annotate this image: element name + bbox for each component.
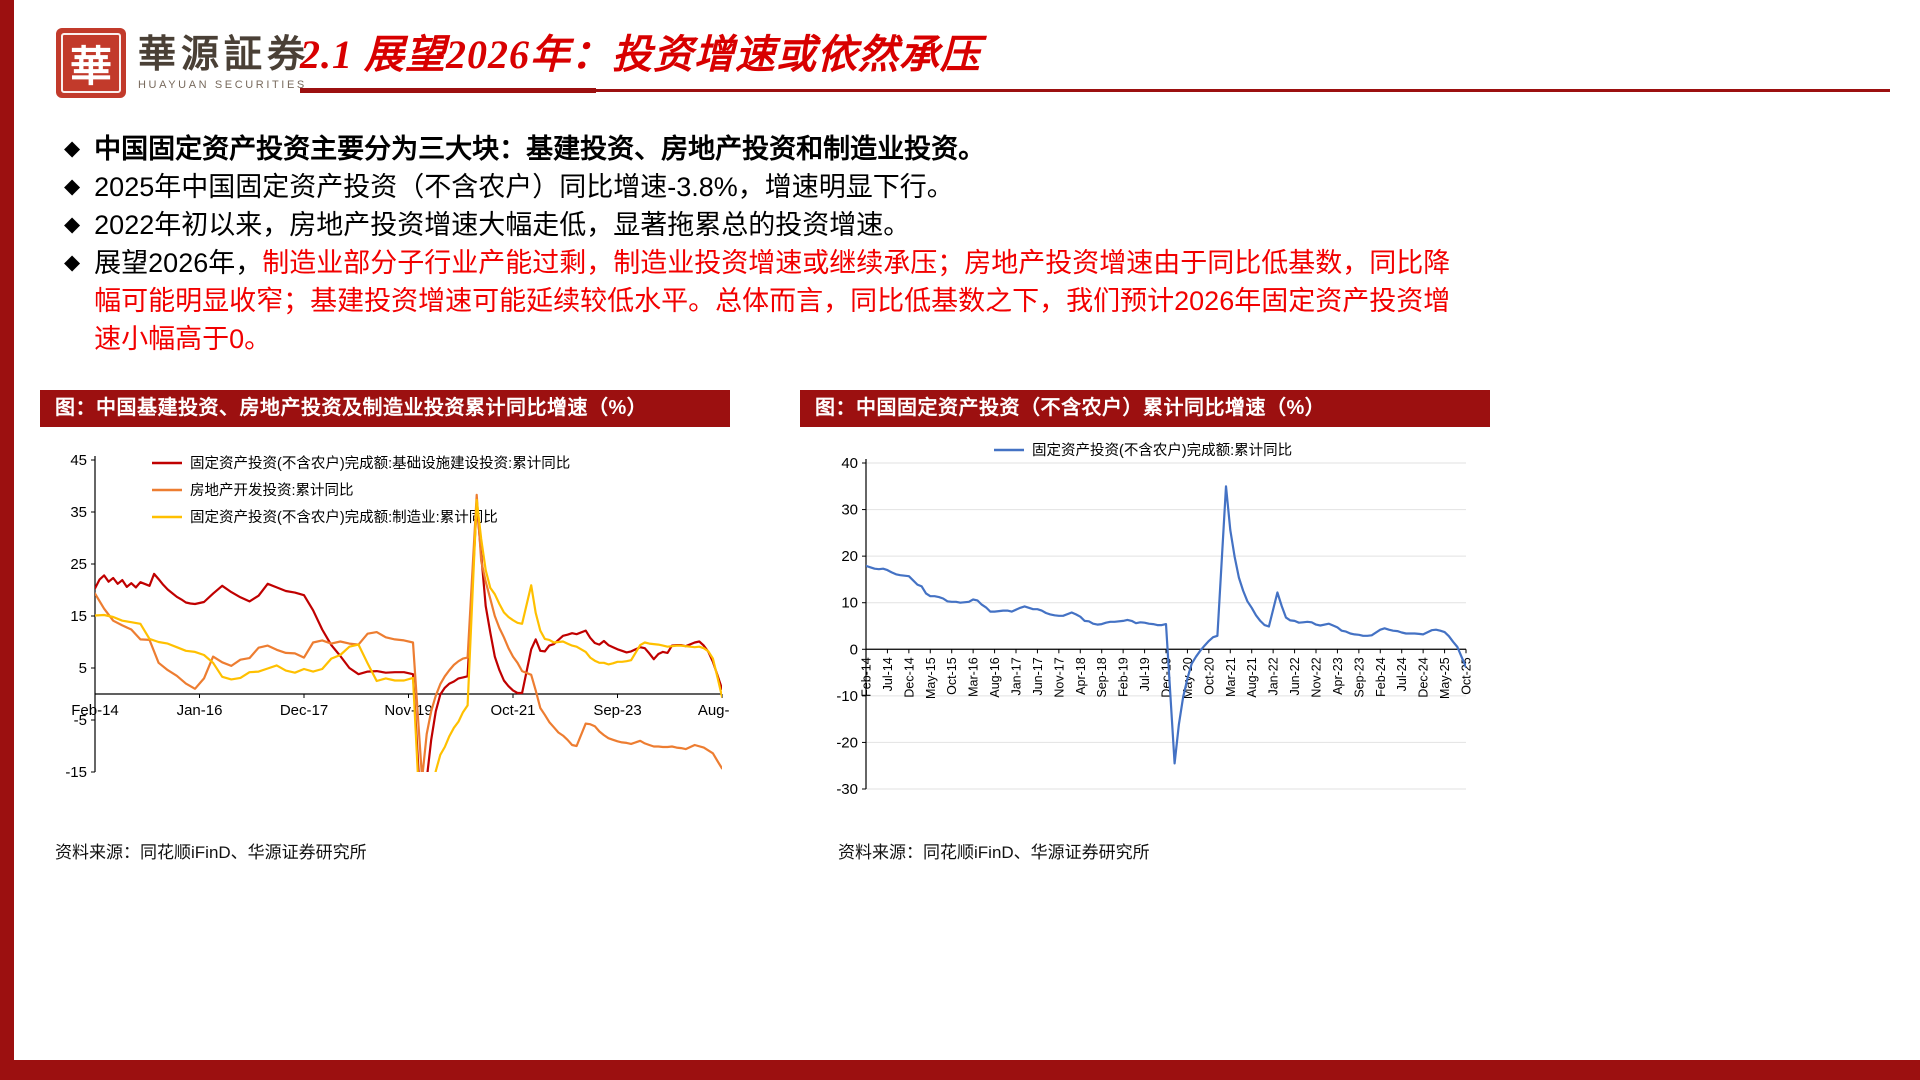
bullet-item: ◆ 展望2026年，制造业部分子行业产能过剩，制造业投资增速或继续承压；房地产投资… [64, 244, 1466, 358]
title-block: 2.1 展望2026年：投资增速或依然承压 [300, 26, 1890, 94]
svg-text:-5: -5 [74, 712, 87, 729]
svg-text:-20: -20 [836, 734, 858, 751]
svg-text:Feb-24: Feb-24 [1374, 657, 1388, 697]
svg-text:Mar-21: Mar-21 [1224, 657, 1238, 697]
svg-text:Oct-21: Oct-21 [490, 702, 535, 719]
svg-text:固定资产投资(不含农户)完成额:累计同比: 固定资产投资(不含农户)完成额:累计同比 [1032, 442, 1292, 459]
bullet-item: ◆ 2025年中国固定资产投资（不含农户）同比增速-3.8%，增速明显下行。 [64, 168, 1466, 206]
svg-text:Dec-19: Dec-19 [1160, 657, 1174, 697]
svg-text:Nov-19: Nov-19 [384, 702, 432, 719]
svg-text:固定资产投资(不含农户)完成额:制造业:累计同比: 固定资产投资(不含农户)完成额:制造业:累计同比 [190, 509, 498, 526]
diamond-bullet-icon: ◆ [64, 213, 81, 236]
header: 華 華源証券 HUAYUAN SECURITIES 2.1 展望2026年：投资… [52, 26, 1890, 116]
svg-text:Dec-14: Dec-14 [902, 657, 916, 697]
svg-text:Aug-21: Aug-21 [1245, 657, 1259, 697]
svg-text:40: 40 [841, 455, 858, 472]
svg-text:0: 0 [850, 641, 858, 658]
diamond-bullet-icon: ◆ [64, 251, 81, 274]
svg-text:Nov-17: Nov-17 [1052, 657, 1066, 697]
bullet-item: ◆ 中国固定资产投资主要分为三大块：基建投资、房地产投资和制造业投资。 [64, 130, 1466, 168]
bullet-text-segment: 中国固定资产投资主要分为三大块：基建投资、房地产投资和制造业投资。 [94, 134, 986, 164]
logo-text: 華源証券 HUAYUAN SECURITIES [138, 33, 311, 92]
svg-text:10: 10 [841, 595, 858, 612]
source-note-fai-total: 资料来源：同花顺iFinD、华源证券研究所 [838, 843, 1150, 862]
svg-text:25: 25 [70, 556, 87, 573]
svg-text:May-25: May-25 [1438, 657, 1452, 699]
chart-banner-fai-total: 图：中国固定资产投资（不含农户）累计同比增速（%） [800, 390, 1490, 427]
svg-text:Feb-14: Feb-14 [860, 657, 874, 697]
svg-text:Jun-17: Jun-17 [1031, 657, 1045, 695]
svg-text:Oct-15: Oct-15 [945, 657, 959, 695]
bullet-item: ◆ 2022年初以来，房地产投资增速大幅走低，显著拖累总的投资增速。 [64, 206, 1466, 244]
svg-text:35: 35 [70, 504, 87, 521]
svg-text:Jan-16: Jan-16 [177, 702, 223, 719]
bullet-text: 中国固定资产投资主要分为三大块：基建投资、房地产投资和制造业投资。 [94, 130, 1466, 168]
svg-text:Dec-24: Dec-24 [1417, 657, 1431, 697]
chart-card-fai-total: 图：中国固定资产投资（不含农户）累计同比增速（%） 40 30 20 10 0 -10 -2… [800, 390, 1490, 863]
bullet-text-segment: 制造业部分子行业产能过剩，制造业投资增速或继续承压；房地产投资增速由于同比低基数… [94, 248, 1451, 354]
svg-text:45: 45 [70, 452, 87, 469]
svg-text:房地产开发投资:累计同比: 房地产开发投资:累计同比 [190, 482, 354, 499]
svg-text:Aug-16: Aug-16 [988, 657, 1002, 697]
svg-text:Dec-17: Dec-17 [280, 702, 328, 719]
bullet-text: 2022年初以来，房地产投资增速大幅走低，显著拖累总的投资增速。 [94, 206, 1466, 244]
logo-seal-icon: 華 [56, 28, 126, 98]
svg-text:Feb-14: Feb-14 [71, 702, 119, 719]
svg-text:Sep-18: Sep-18 [1095, 657, 1109, 697]
bullet-list: ◆ 中国固定资产投资主要分为三大块：基建投资、房地产投资和制造业投资。 ◆ 2025年… [64, 130, 1466, 358]
page-title: 2.1 展望2026年：投资增速或依然承压 [300, 32, 981, 77]
logo-subtitle: HUAYUAN SECURITIES [138, 79, 307, 92]
source-note-components: 资料来源：同花顺iFinD、华源证券研究所 [55, 843, 367, 862]
line-chart-fai-total: 40 30 20 10 0 -10 -20 -30 Feb-14 Jul-14 Dec-14 May-… [800, 427, 1490, 825]
svg-text:Aug-25: Aug-25 [698, 702, 730, 719]
svg-text:Apr-18: Apr-18 [1074, 657, 1088, 695]
svg-text:Apr-23: Apr-23 [1331, 657, 1345, 695]
chart-banner-fai-total-title: 图：中国固定资产投资（不含农户）累计同比增速（%） [815, 397, 1326, 419]
left-accent-bar [0, 0, 14, 1080]
svg-text:5: 5 [79, 660, 87, 677]
svg-text:20: 20 [841, 548, 858, 565]
svg-text:Oct-20: Oct-20 [1202, 657, 1216, 695]
svg-text:Jan-17: Jan-17 [1010, 657, 1024, 695]
bullet-text-segment: 2022年初以来，房地产投资增速大幅走低，显著拖累总的投资增速。 [94, 210, 911, 240]
charts-row: 图：中国基建投资、房地产投资及制造业投资累计同比增速（%） 45 35 25 15 5 -… [40, 390, 1490, 863]
diamond-bullet-icon: ◆ [64, 175, 81, 198]
logo: 華 華源証券 HUAYUAN SECURITIES [56, 28, 310, 98]
diamond-bullet-icon: ◆ [64, 137, 81, 160]
chart-banner-components-title: 图：中国基建投资、房地产投资及制造业投资累计同比增速（%） [55, 397, 648, 419]
bullet-text: 展望2026年，制造业部分子行业产能过剩，制造业投资增速或继续承压；房地产投资增… [94, 244, 1466, 358]
title-underline-thick [300, 88, 596, 93]
title-underline-thin [596, 89, 1890, 92]
chart-banner-components: 图：中国基建投资、房地产投资及制造业投资累计同比增速（%） [40, 390, 730, 427]
svg-text:May-15: May-15 [924, 657, 938, 699]
svg-text:Oct-25: Oct-25 [1460, 657, 1474, 695]
svg-text:Jul-14: Jul-14 [881, 657, 895, 691]
bullet-text-segment: 展望2026年， [94, 248, 263, 278]
svg-text:Feb-19: Feb-19 [1117, 657, 1131, 697]
svg-text:15: 15 [70, 608, 87, 625]
logo-name: 華源証券 [138, 33, 311, 76]
bullet-text-segment: 2025年中国固定资产投资（不含农户）同比增速-3.8%，增速明显下行。 [94, 172, 954, 202]
title-underline [300, 88, 1890, 94]
svg-text:Jul-24: Jul-24 [1395, 657, 1409, 691]
svg-text:-10: -10 [836, 688, 858, 705]
svg-text:30: 30 [841, 502, 858, 519]
svg-text:-15: -15 [65, 764, 87, 781]
seal-character: 華 [69, 44, 112, 91]
chart-card-components: 图：中国基建投资、房地产投资及制造业投资累计同比增速（%） 45 35 25 15 5 -… [40, 390, 730, 863]
svg-text:固定资产投资(不含农户)完成额:基础设施建设投资:累计同比: 固定资产投资(不含农户)完成额:基础设施建设投资:累计同比 [190, 455, 570, 472]
bottom-accent-bar [0, 1060, 1920, 1080]
svg-text:Jun-22: Jun-22 [1288, 657, 1302, 695]
svg-text:Nov-22: Nov-22 [1310, 657, 1324, 697]
svg-text:Sep-23: Sep-23 [1352, 657, 1366, 697]
svg-text:Jan-22: Jan-22 [1267, 657, 1281, 695]
bullet-text: 2025年中国固定资产投资（不含农户）同比增速-3.8%，增速明显下行。 [94, 168, 1466, 206]
svg-text:Jul-19: Jul-19 [1138, 657, 1152, 691]
svg-text:-30: -30 [836, 781, 858, 798]
svg-text:Mar-16: Mar-16 [967, 657, 981, 697]
line-chart-investment-components: 45 35 25 15 5 -5 -15 Feb-14 Jan-16 Dec-17 Nov-19 Oc… [40, 427, 730, 825]
svg-text:Sep-23: Sep-23 [593, 702, 641, 719]
